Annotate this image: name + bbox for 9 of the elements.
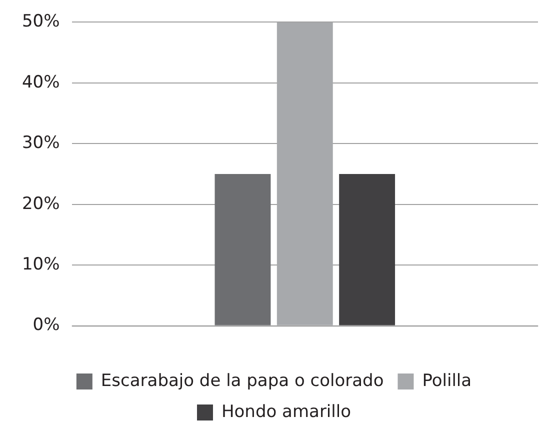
legend-label: Hondo amarillo [221, 402, 352, 422]
y-tick-label: 40% [22, 72, 60, 92]
legend-label: Polilla [422, 370, 472, 391]
y-tick-label: 0% [32, 315, 60, 336]
y-tick-label: 10% [22, 254, 60, 274]
y-tick-label: 50% [22, 12, 60, 32]
y-tick-label: 20% [22, 194, 60, 214]
y-tick-label: 30% [22, 133, 60, 154]
legend-label: Escarabajo de la papa o colorado [100, 370, 384, 391]
